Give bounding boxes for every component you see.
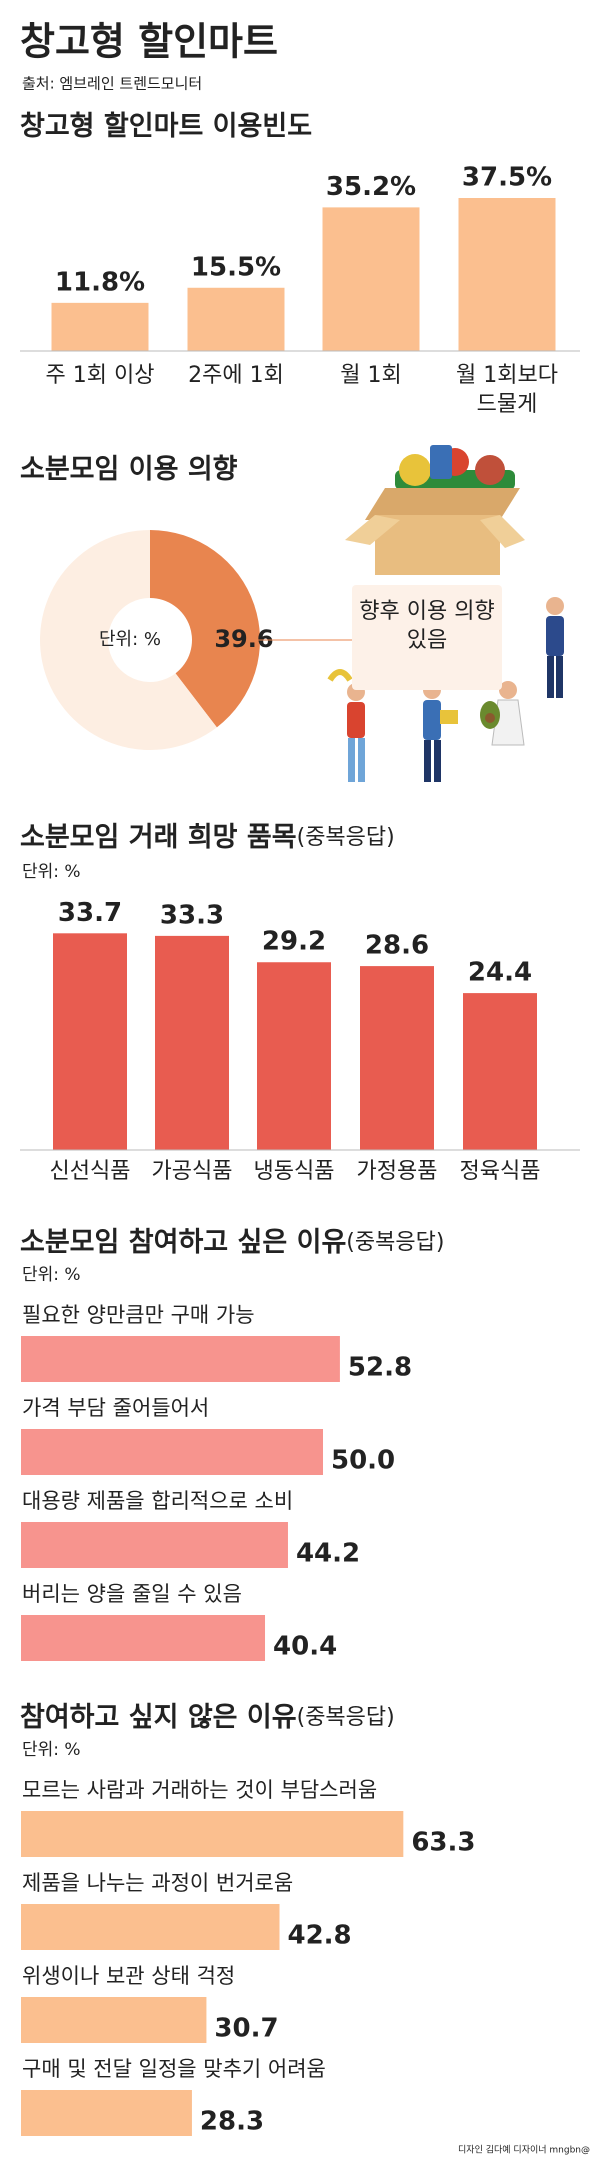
category-label: 가격 부담 줄어들어서 [22,1396,209,1420]
credit: 디자인 김다예 디자이너 mngbn@ [458,2144,590,2156]
bar [21,1904,280,1950]
value-label: 15.5% [191,252,281,282]
bar [458,198,556,351]
value-label: 28.3 [200,2107,264,2137]
chart-title: 참여하고 싶지 않은 이유(중복응답) [20,1702,395,1733]
category-label-box: 월 1회 [340,363,402,388]
unit-label: 단위: % [22,1265,81,1285]
bar [51,302,149,351]
bar [155,935,229,1150]
category-label: 모르는 사람과 거래하는 것이 부담스러움 [22,1778,377,1802]
chart-title: 소분모임 이용 의향 [20,454,238,485]
value-label: 44.2 [296,1539,360,1569]
bar [257,962,331,1150]
value-label: 40.4 [273,1632,337,1662]
value-label: 63.3 [411,1828,475,1858]
value-label: 29.2 [262,927,326,957]
value-label: 50.0 [331,1446,395,1476]
value-label: 33.7 [58,898,122,928]
annotation-box: 향후 이용 의향 있음 [359,599,495,653]
category-label: 주 1회 이상 [45,363,155,388]
value-label: 42.8 [288,1921,352,1951]
unit-label: 단위: % [22,1740,81,1760]
value-label: 11.8% [55,267,145,297]
category-label: 냉동식품 [253,1159,335,1184]
chart-title-text: 소분모임 참여하고 싶은 이유 [20,1227,346,1258]
source: 출처: 엠브레인 트렌드모니터 [22,75,202,93]
chart-title: 소분모임 참여하고 싶은 이유(중복응답) [20,1227,444,1258]
category-label: 정육식품 [459,1159,541,1184]
category-label: 신선식품 [49,1159,131,1184]
category-label: 가공식품 [151,1159,233,1184]
chart-title-note: (중복응답) [346,1230,444,1255]
chart-title-note: (중복응답) [297,1705,395,1730]
category-label: 2주에 1회 [188,363,284,388]
chart-title-text: 소분모임 거래 희망 품목 [20,822,297,853]
category-label-box: 월 1회보다 드물게 [456,363,558,417]
chart-title-note: (중복응답) [297,825,395,850]
value-label: 35.2% [326,172,416,202]
bar [322,207,420,351]
category-label: 가정용품 [356,1159,438,1184]
bar [21,1522,288,1568]
category-label-box: 정육식품 [459,1159,541,1184]
category-label: 월 1회보다 드물게 [456,363,558,417]
category-label-box: 신선식품 [49,1159,131,1184]
annotation: 향후 이용 의향 있음 [359,599,495,653]
category-label: 구매 및 전달 일정을 맞추기 어려움 [22,2057,326,2081]
bar [21,1811,404,1857]
bar [21,1997,207,2043]
value-label: 39.6 [214,625,273,653]
bar [463,993,537,1150]
bar [187,287,285,351]
unit-label: 단위: % [99,629,161,650]
category-label-box: 가정용품 [356,1159,438,1184]
bar [21,1615,266,1661]
category-label: 위생이나 보관 상태 걱정 [22,1964,235,1988]
value-label: 24.4 [468,958,532,988]
bar [21,1336,340,1382]
chart-title-text: 참여하고 싶지 않은 이유 [20,1702,297,1733]
category-label-box: 가공식품 [151,1159,233,1184]
category-label: 제품을 나누는 과정이 번거로움 [22,1871,293,1895]
value-label: 33.3 [160,900,224,930]
page-title: 창고형 할인마트 [20,20,278,64]
annotation-frame [352,585,502,690]
pie-slice [39,530,217,750]
chart-title-text: 창고형 할인마트 이용빈도 [20,111,312,142]
value-label: 52.8 [348,1353,412,1383]
chart-title-text: 소분모임 이용 의향 [20,454,238,485]
category-label-box: 2주에 1회 [188,363,284,388]
category-label-box: 주 1회 이상 [45,363,155,388]
value-label: 30.7 [214,2014,278,2044]
category-label: 버리는 양을 줄일 수 있음 [22,1582,242,1606]
category-label: 월 1회 [340,363,402,388]
pie-slice [150,530,260,728]
value-label: 37.5% [462,163,552,193]
bar [53,933,127,1150]
bar [21,2090,192,2136]
chart-title: 창고형 할인마트 이용빈도 [20,111,312,142]
bar [21,1429,323,1475]
category-label: 대용량 제품을 합리적으로 소비 [22,1489,293,1513]
bar [360,966,434,1150]
chart-title: 소분모임 거래 희망 품목(중복응답) [20,822,395,853]
category-label: 필요한 양만큼만 구매 가능 [22,1303,255,1327]
unit-label: 단위: % [22,862,81,882]
value-label: 28.6 [365,931,429,961]
category-label-box: 냉동식품 [253,1159,335,1184]
